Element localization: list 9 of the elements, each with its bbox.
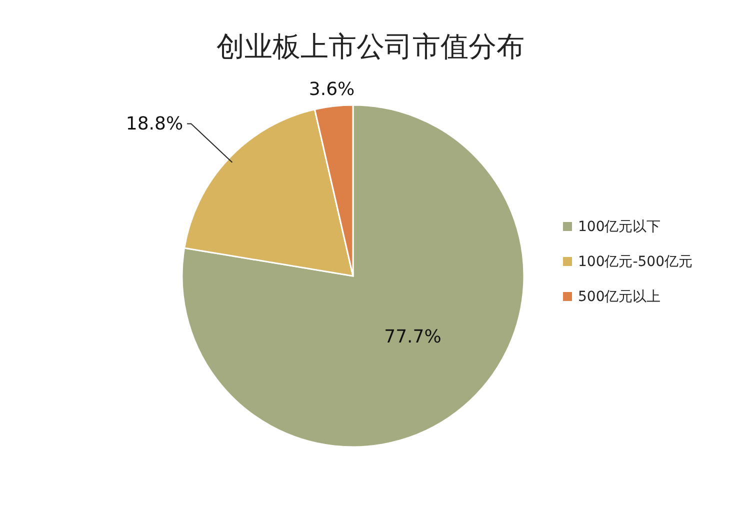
data-label: 3.6% [308,79,355,100]
chart-title: 创业板上市公司市值分布 [216,30,524,63]
pie-slice [181,104,525,448]
data-label: 18.8% [126,114,184,135]
legend-label: 100亿元以下 [578,219,661,235]
data-label: 77.7% [384,326,442,348]
legend-label: 100亿元-500亿元 [578,254,692,270]
legend-label: 500亿元以上 [578,289,661,305]
pie-slice [184,108,354,277]
